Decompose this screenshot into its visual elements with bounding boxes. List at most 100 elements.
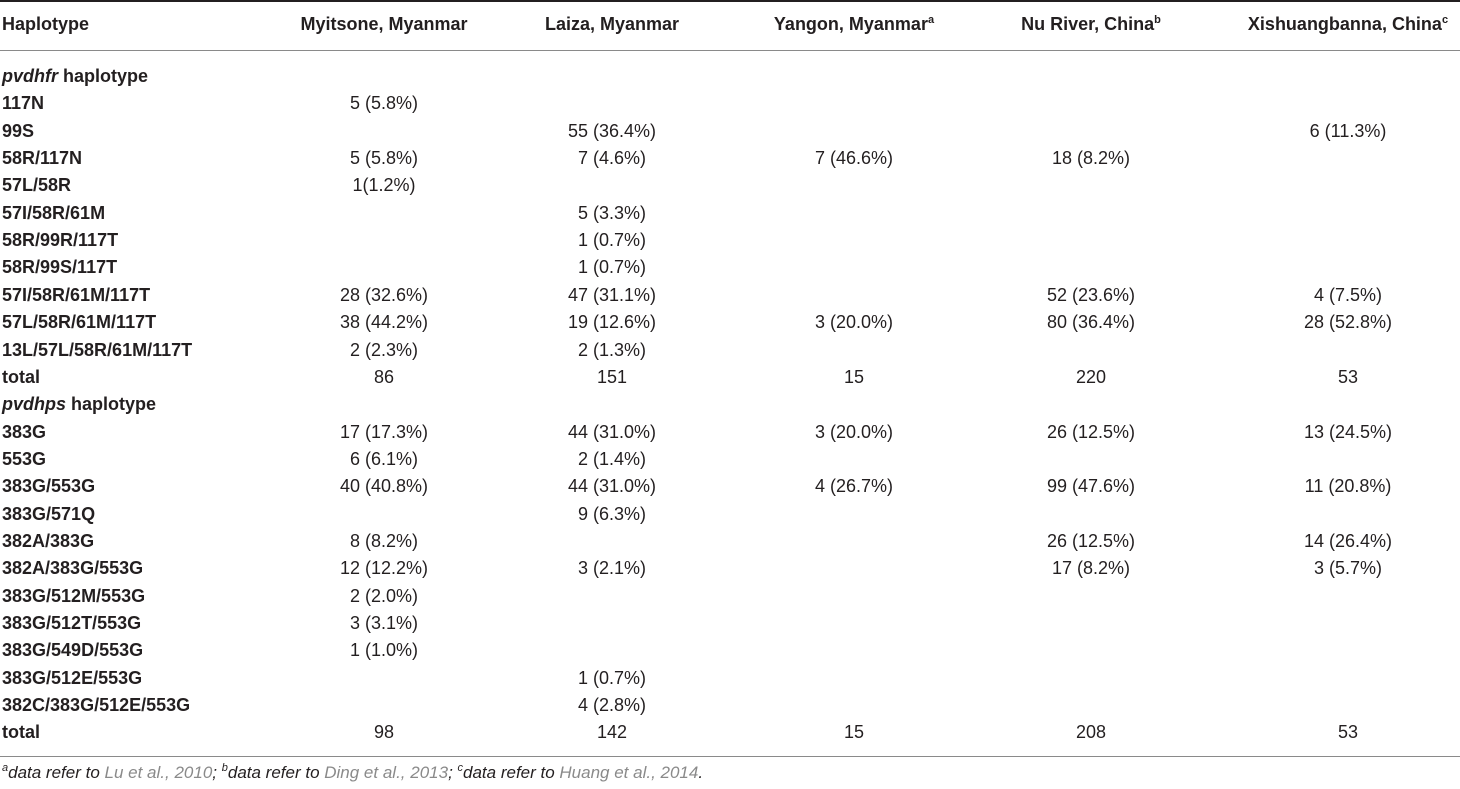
table-row: 553G 6 (6.1%) 2 (1.4%)	[0, 446, 1460, 473]
count-cell: 80 (36.4%)	[1046, 312, 1136, 333]
count-cell: 19 (12.6%)	[567, 312, 657, 333]
count-cell: 86	[373, 366, 395, 387]
header-nu-river: Nu River, Chinab	[1021, 14, 1161, 34]
count-cell: 5 (3.3%)	[577, 202, 647, 223]
haplotype-cell: 383G/512E/553G	[2, 667, 143, 688]
haplotype-cell: 13L/57L/58R/61M/117T	[2, 339, 193, 360]
haplotype-cell: 57L/58R	[2, 175, 72, 196]
haplotype-cell: 383G/512M/553G	[2, 585, 146, 606]
count-cell: 26 (12.5%)	[1046, 530, 1136, 551]
header-xishuangbanna: Xishuangbanna, Chinac	[1247, 14, 1449, 34]
count-cell: 47 (31.1%)	[567, 284, 657, 305]
table-row: 383G/512E/553G 1 (0.7%)	[0, 665, 1460, 692]
count-cell: 220	[1075, 366, 1107, 387]
header-haplotype: Haplotype	[2, 14, 90, 34]
citation-link-lu[interactable]: Lu et al., 2010	[104, 763, 213, 782]
citation-link-ding[interactable]: Ding et al., 2013	[324, 763, 449, 782]
table-row: 383G/512M/553G 2 (2.0%)	[0, 583, 1460, 610]
count-cell: 2 (2.0%)	[349, 585, 419, 606]
count-cell: 3 (20.0%)	[814, 421, 894, 442]
count-cell: 1 (0.7%)	[577, 257, 647, 278]
table-header-row: Haplotype Myitsone, Myanmar Laiza, Myanm…	[0, 11, 1460, 38]
count-cell: 17 (8.2%)	[1051, 558, 1131, 579]
count-cell: 142	[596, 722, 628, 743]
table-row: 58R/99R/117T 1 (0.7%)	[0, 227, 1460, 254]
citation-link-huang[interactable]: Huang et al., 2014	[559, 763, 699, 782]
count-cell: 3 (2.1%)	[577, 558, 647, 579]
header-laiza: Laiza, Myanmar	[544, 14, 680, 34]
table-row: 58R/99S/117T 1 (0.7%)	[0, 254, 1460, 281]
header-myitsone: Myitsone, Myanmar	[300, 14, 468, 34]
haplotype-cell: 57I/58R/61M/117T	[2, 284, 151, 305]
count-cell: 1 (0.7%)	[577, 230, 647, 251]
table-row: 57I/58R/61M 5 (3.3%)	[0, 200, 1460, 227]
table-row: 57L/58R/61M/117T 38 (44.2%) 19 (12.6%) 3 (2…	[0, 309, 1460, 336]
count-cell: 6 (11.3%)	[1309, 120, 1387, 141]
table-footnote: adata refer to Lu et al., 2010; bdata re…	[2, 762, 704, 783]
count-cell: 7 (46.6%)	[814, 148, 894, 169]
haplotype-cell: 383G	[2, 421, 47, 442]
count-cell: 40 (40.8%)	[339, 476, 429, 497]
count-cell: 99 (47.6%)	[1046, 476, 1136, 497]
count-cell: 55 (36.4%)	[567, 120, 657, 141]
count-cell: 98	[373, 722, 395, 743]
count-cell: 28 (32.6%)	[339, 284, 429, 305]
haplotype-cell: 382A/383G	[2, 530, 95, 551]
count-cell: 1 (1.0%)	[349, 640, 419, 661]
table-row: 383G/549D/553G 1 (1.0%)	[0, 637, 1460, 664]
top-rule	[0, 0, 1460, 2]
count-cell: 9 (6.3%)	[577, 503, 647, 524]
count-cell: 4 (2.8%)	[577, 695, 647, 716]
table-row: 382C/383G/512E/553G 4 (2.8%)	[0, 692, 1460, 719]
count-cell: 8 (8.2%)	[349, 530, 419, 551]
count-cell: 26 (12.5%)	[1046, 421, 1136, 442]
footnote-marker-c: c	[1441, 14, 1449, 26]
count-cell: 12 (12.2%)	[339, 558, 429, 579]
count-cell: 5 (5.8%)	[349, 93, 419, 114]
count-cell: 4 (7.5%)	[1313, 284, 1383, 305]
haplotype-cell: 58R/99S/117T	[2, 257, 118, 278]
count-cell: 7 (4.6%)	[577, 148, 647, 169]
count-cell: 15	[843, 366, 865, 387]
haplotype-cell: 383G/571Q	[2, 503, 96, 524]
count-cell: 151	[596, 366, 628, 387]
haplotype-cell: 553G	[2, 448, 47, 469]
count-cell: 38 (44.2%)	[339, 312, 429, 333]
table-row: 383G 17 (17.3%) 44 (31.0%) 3 (20.0%) 26 (12.…	[0, 419, 1460, 446]
table-row: 383G/571Q 9 (6.3%)	[0, 501, 1460, 528]
total-row: total 86 151 15 220 53	[0, 364, 1460, 391]
haplotype-cell: 58R/117N	[2, 148, 83, 169]
table-row: 117N 5 (5.8%)	[0, 90, 1460, 117]
haplotype-cell: 383G/553G	[2, 476, 96, 497]
count-cell: 15	[843, 722, 865, 743]
count-cell: 2 (1.3%)	[577, 339, 647, 360]
table-row: 99S 55 (36.4%) 6 (11.3%)	[0, 118, 1460, 145]
count-cell: 5 (5.8%)	[349, 148, 419, 169]
section-heading: pvdhfr haplotype	[2, 66, 149, 86]
count-cell: 14 (26.4%)	[1303, 530, 1393, 551]
count-cell: 53	[1337, 366, 1359, 387]
bottom-rule	[0, 756, 1460, 757]
haplotype-cell: 57L/58R/61M/117T	[2, 312, 157, 333]
haplotype-cell: 382C/383G/512E/553G	[2, 695, 191, 716]
haplotype-cell: total	[2, 722, 40, 743]
count-cell: 17 (17.3%)	[339, 421, 429, 442]
count-cell: 44 (31.0%)	[567, 476, 657, 497]
count-cell: 2 (2.3%)	[349, 339, 419, 360]
table-row: 382A/383G 8 (8.2%) 26 (12.5%) 14 (26.4%)	[0, 528, 1460, 555]
count-cell: 53	[1337, 722, 1359, 743]
footnote-marker-a: a	[927, 14, 935, 26]
count-cell: 18 (8.2%)	[1051, 148, 1131, 169]
total-row: total 98 142 15 208 53	[0, 719, 1460, 746]
haplotype-cell: total	[2, 366, 40, 387]
count-cell: 6 (6.1%)	[349, 448, 419, 469]
section-heading-row: pvdhfr haplotype	[0, 63, 1460, 90]
footnote-marker-b: b	[1154, 14, 1161, 26]
haplotype-cell: 383G/549D/553G	[2, 640, 144, 661]
count-cell: 3 (20.0%)	[814, 312, 894, 333]
haplotype-cell: 117N	[2, 93, 45, 114]
table-row: 383G/512T/553G 3 (3.1%)	[0, 610, 1460, 637]
count-cell: 1 (0.7%)	[577, 667, 647, 688]
header-rule	[0, 50, 1460, 51]
